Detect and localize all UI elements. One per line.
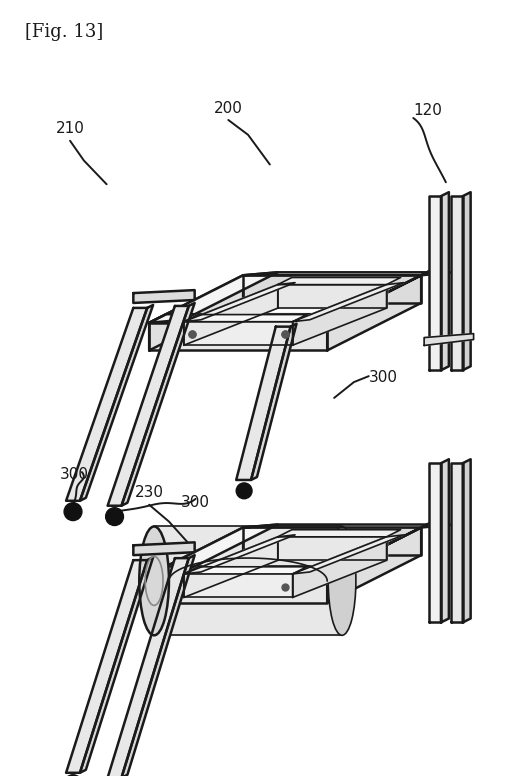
Polygon shape [107,558,188,778]
Polygon shape [277,278,400,285]
Text: 300: 300 [181,495,210,509]
Polygon shape [149,272,277,323]
Polygon shape [66,560,147,773]
Text: 300: 300 [368,370,397,385]
Polygon shape [121,555,194,778]
Circle shape [64,775,82,780]
Polygon shape [462,192,470,370]
Polygon shape [183,321,292,346]
Circle shape [236,483,251,498]
Polygon shape [450,196,462,370]
Polygon shape [183,314,306,321]
Text: 210: 210 [55,121,84,136]
Polygon shape [121,303,194,505]
Polygon shape [428,196,440,370]
Polygon shape [327,275,420,350]
Polygon shape [154,526,342,635]
Polygon shape [292,282,403,321]
Polygon shape [133,542,194,555]
Polygon shape [327,519,437,575]
Polygon shape [183,282,295,321]
Polygon shape [183,535,295,574]
Text: 200: 200 [213,101,242,116]
Polygon shape [133,290,194,303]
Polygon shape [80,305,153,501]
Polygon shape [149,275,243,350]
Polygon shape [243,272,455,275]
Text: 300: 300 [60,467,89,482]
Polygon shape [183,574,292,597]
Polygon shape [243,275,420,303]
Polygon shape [149,575,327,603]
Polygon shape [149,524,277,575]
Polygon shape [292,535,403,574]
Circle shape [64,503,82,520]
Polygon shape [149,323,327,350]
Text: 120: 120 [412,103,441,118]
Ellipse shape [139,526,168,635]
Polygon shape [277,530,400,537]
Polygon shape [243,524,455,527]
Polygon shape [292,537,386,597]
Polygon shape [149,527,243,603]
Polygon shape [327,267,437,323]
Polygon shape [423,334,473,346]
Polygon shape [149,314,344,323]
Polygon shape [440,192,448,370]
Polygon shape [462,459,470,622]
Ellipse shape [328,526,355,635]
Polygon shape [80,557,153,773]
Polygon shape [327,527,420,603]
Polygon shape [236,327,290,480]
Polygon shape [183,285,277,346]
Polygon shape [277,537,386,560]
Circle shape [105,508,123,526]
Polygon shape [250,324,296,480]
Polygon shape [277,285,386,308]
Text: 230: 230 [134,485,163,500]
Polygon shape [292,285,386,346]
Polygon shape [183,537,277,597]
Polygon shape [149,566,344,575]
Polygon shape [450,463,462,622]
Polygon shape [428,463,440,622]
Text: [Fig. 13]: [Fig. 13] [24,23,103,41]
Polygon shape [66,308,147,501]
Polygon shape [107,306,188,505]
Polygon shape [440,459,448,622]
Polygon shape [243,527,420,555]
Polygon shape [183,567,306,574]
